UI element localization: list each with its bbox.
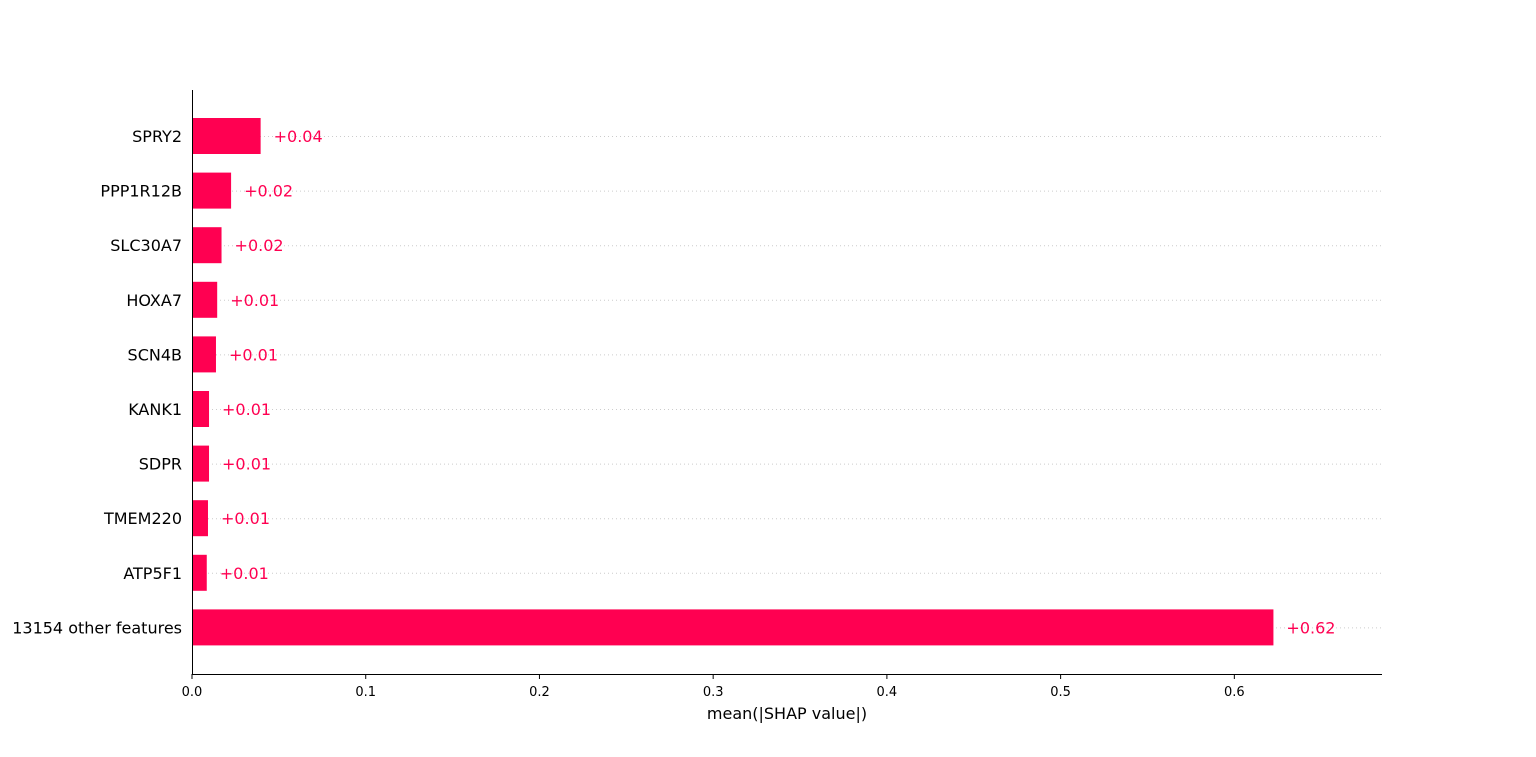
category-label: PPP1R12B: [100, 182, 182, 201]
x-ticks: 0.0 0.1 0.2 0.3 0.4 0.5 0.6: [182, 674, 1245, 700]
bar: [192, 336, 216, 373]
bar: [192, 500, 208, 537]
category-labels: SPRY2 PPP1R12B SLC30A7 HOXA7 SCN4B KANK1 SDPR T…: [12, 127, 182, 637]
bar-value-label: +0.01: [221, 509, 270, 528]
axes: [192, 90, 1382, 675]
category-label: HOXA7: [126, 291, 182, 310]
category-label: SPRY2: [132, 127, 182, 146]
x-tick-label: 0.1: [355, 685, 376, 700]
category-label: 13154 other features: [12, 618, 182, 637]
x-tick-label: 0.4: [877, 685, 898, 700]
category-label: KANK1: [128, 400, 182, 419]
category-label: SCN4B: [128, 345, 182, 364]
bar: [192, 227, 222, 264]
category-label: SLC30A7: [110, 236, 182, 255]
bar-value-label: +0.02: [244, 182, 293, 201]
bars: [192, 118, 1274, 646]
x-tick-label: 0.0: [182, 685, 203, 700]
bar-value-label: +0.02: [235, 236, 284, 255]
bar: [192, 172, 232, 209]
value-labels: +0.04 +0.02 +0.02 +0.01 +0.01 +0.01 +0.01 +0.01…: [220, 127, 1336, 637]
x-tick-label: 0.6: [1224, 685, 1245, 700]
category-label: ATP5F1: [123, 564, 182, 583]
bar-value-label: +0.01: [220, 564, 269, 583]
bar: [192, 118, 261, 154]
bar-value-label: +0.01: [229, 345, 278, 364]
bar: [192, 391, 210, 427]
category-label: SDPR: [139, 455, 182, 474]
bar: [192, 554, 207, 591]
bar-value-label: +0.01: [222, 455, 271, 474]
bar-value-label: +0.01: [230, 291, 279, 310]
x-axis-title: mean(|SHAP value|): [707, 704, 867, 723]
bar-value-label: +0.01: [222, 400, 271, 419]
bar: [192, 281, 218, 318]
x-tick-label: 0.3: [703, 685, 724, 700]
bar: [192, 445, 210, 482]
x-tick-label: 0.2: [529, 685, 550, 700]
bar-value-label: +0.04: [274, 127, 323, 146]
bar: [192, 609, 1274, 646]
bar-value-label: +0.62: [1286, 618, 1335, 637]
category-label: TMEM220: [103, 509, 182, 528]
x-tick-label: 0.5: [1050, 685, 1071, 700]
grid-lines: [192, 136, 1382, 629]
